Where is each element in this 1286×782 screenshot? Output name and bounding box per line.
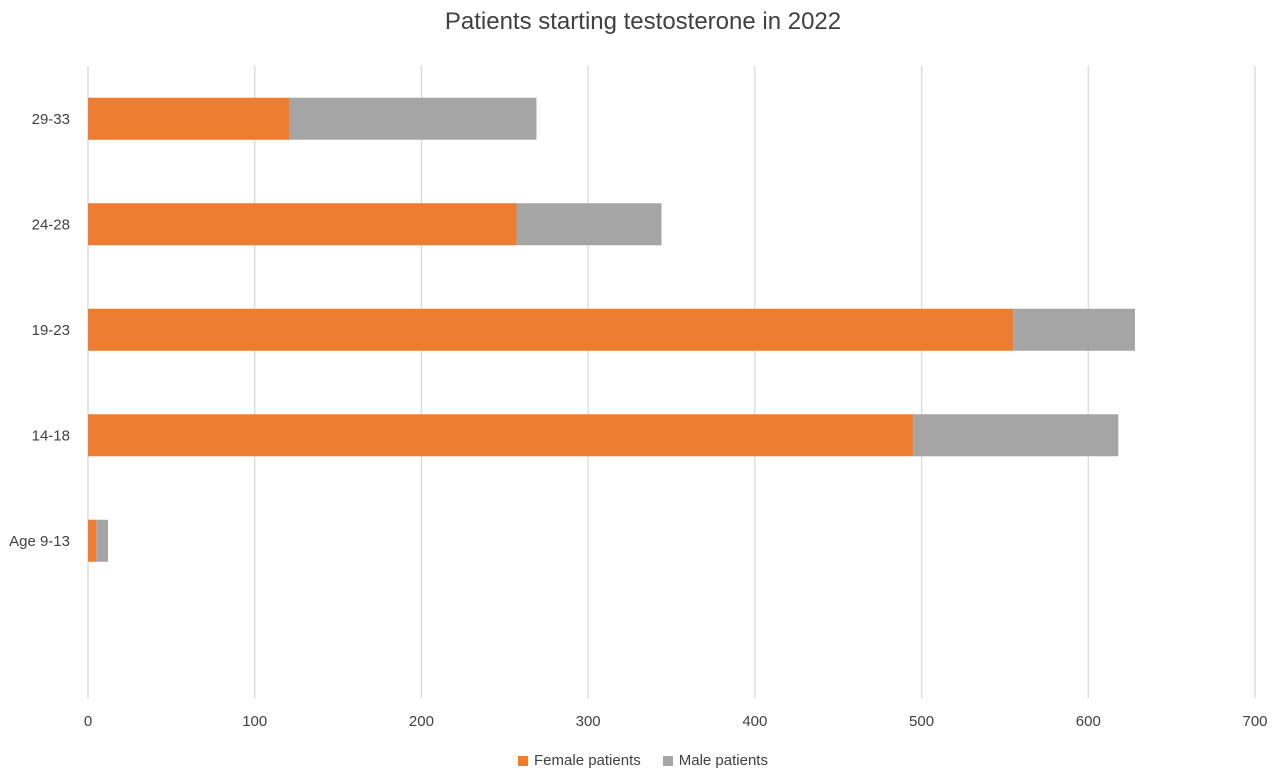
bar-male-14-18 bbox=[913, 414, 1119, 457]
y-tick-label: 24-28 bbox=[32, 216, 70, 233]
legend-swatch-female bbox=[518, 755, 529, 766]
y-tick-label: 19-23 bbox=[32, 322, 70, 339]
bar-female-29-33 bbox=[88, 97, 290, 140]
bar-female-14-18 bbox=[88, 414, 914, 457]
x-tick-label: 500 bbox=[909, 713, 934, 730]
legend: Female patients Male patients bbox=[0, 752, 1286, 769]
y-tick-label: 14-18 bbox=[32, 427, 70, 444]
x-tick-label: 600 bbox=[1076, 713, 1101, 730]
bar-male-29-33 bbox=[289, 97, 537, 140]
x-tick-label: 700 bbox=[1242, 713, 1267, 730]
bar-male-24-28 bbox=[516, 203, 662, 246]
x-tick-label: 300 bbox=[576, 713, 601, 730]
bar-male-19-23 bbox=[1013, 308, 1135, 351]
x-tick-label: 400 bbox=[742, 713, 767, 730]
legend-label-female: Female patients bbox=[534, 752, 641, 769]
bar-female-24-28 bbox=[88, 203, 517, 246]
legend-swatch-male bbox=[662, 755, 673, 766]
chart-title: Patients starting testosterone in 2022 bbox=[444, 8, 842, 35]
x-tick-label: 0 bbox=[84, 713, 92, 730]
legend-label-male: Male patients bbox=[678, 752, 768, 769]
bar-female-19-23 bbox=[88, 308, 1014, 351]
y-tick-label: Age 9-13 bbox=[9, 533, 70, 550]
y-tick-label: 29-33 bbox=[32, 111, 70, 128]
bar-female-age-9-13 bbox=[88, 519, 97, 562]
legend-item-male: Male patients bbox=[662, 752, 768, 769]
legend-item-female: Female patients bbox=[518, 752, 641, 769]
x-tick-label: 200 bbox=[409, 713, 434, 730]
bar-male-age-9-13 bbox=[96, 519, 109, 562]
x-tick-label: 100 bbox=[242, 713, 267, 730]
